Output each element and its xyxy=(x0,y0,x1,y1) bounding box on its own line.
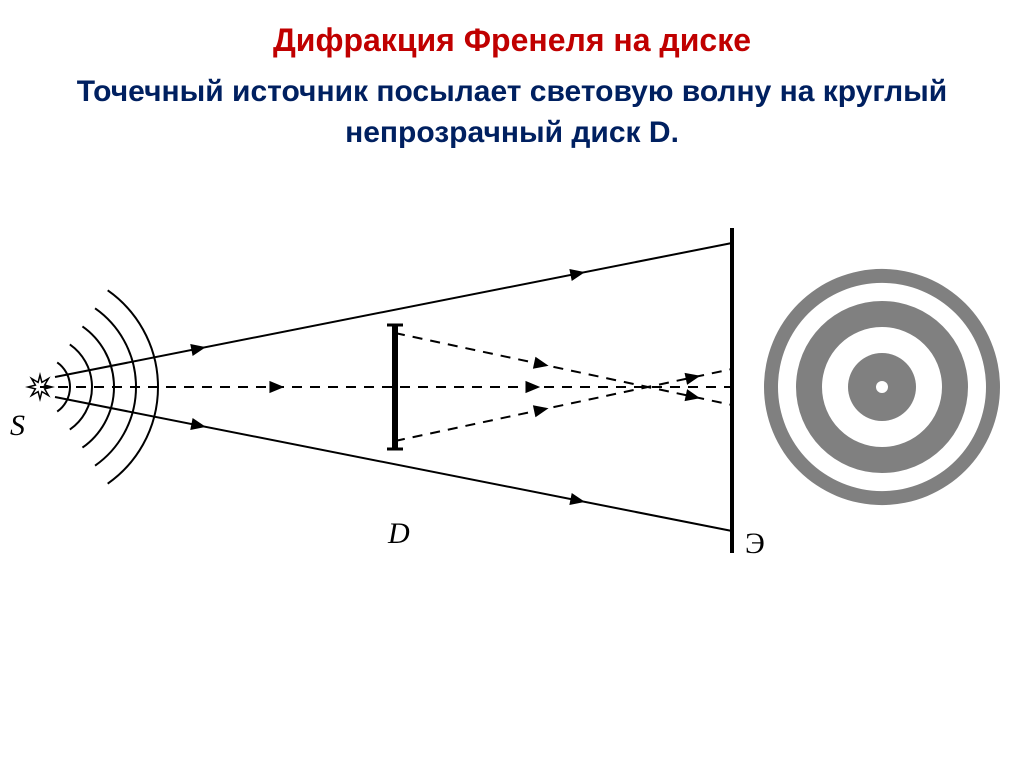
label-Э: Э xyxy=(745,527,765,560)
fresnel-diagram: S D Э xyxy=(0,205,1024,570)
label-D: D xyxy=(387,517,410,550)
page: Дифракция Френеля на диске Точечный исто… xyxy=(0,0,1024,767)
page-subtitle: Точечный источник посылает световую волн… xyxy=(60,72,964,153)
label-S: S xyxy=(10,409,25,442)
diagram-area: S D Э xyxy=(0,205,1024,570)
diagram-svg-wrap: S D Э xyxy=(0,205,1024,575)
title-area: Дифракция Френеля на диске xyxy=(0,22,1024,59)
subtitle-area: Точечный источник посылает световую волн… xyxy=(60,72,964,153)
page-title: Дифракция Френеля на диске xyxy=(0,22,1024,59)
poisson-spot xyxy=(876,381,888,393)
